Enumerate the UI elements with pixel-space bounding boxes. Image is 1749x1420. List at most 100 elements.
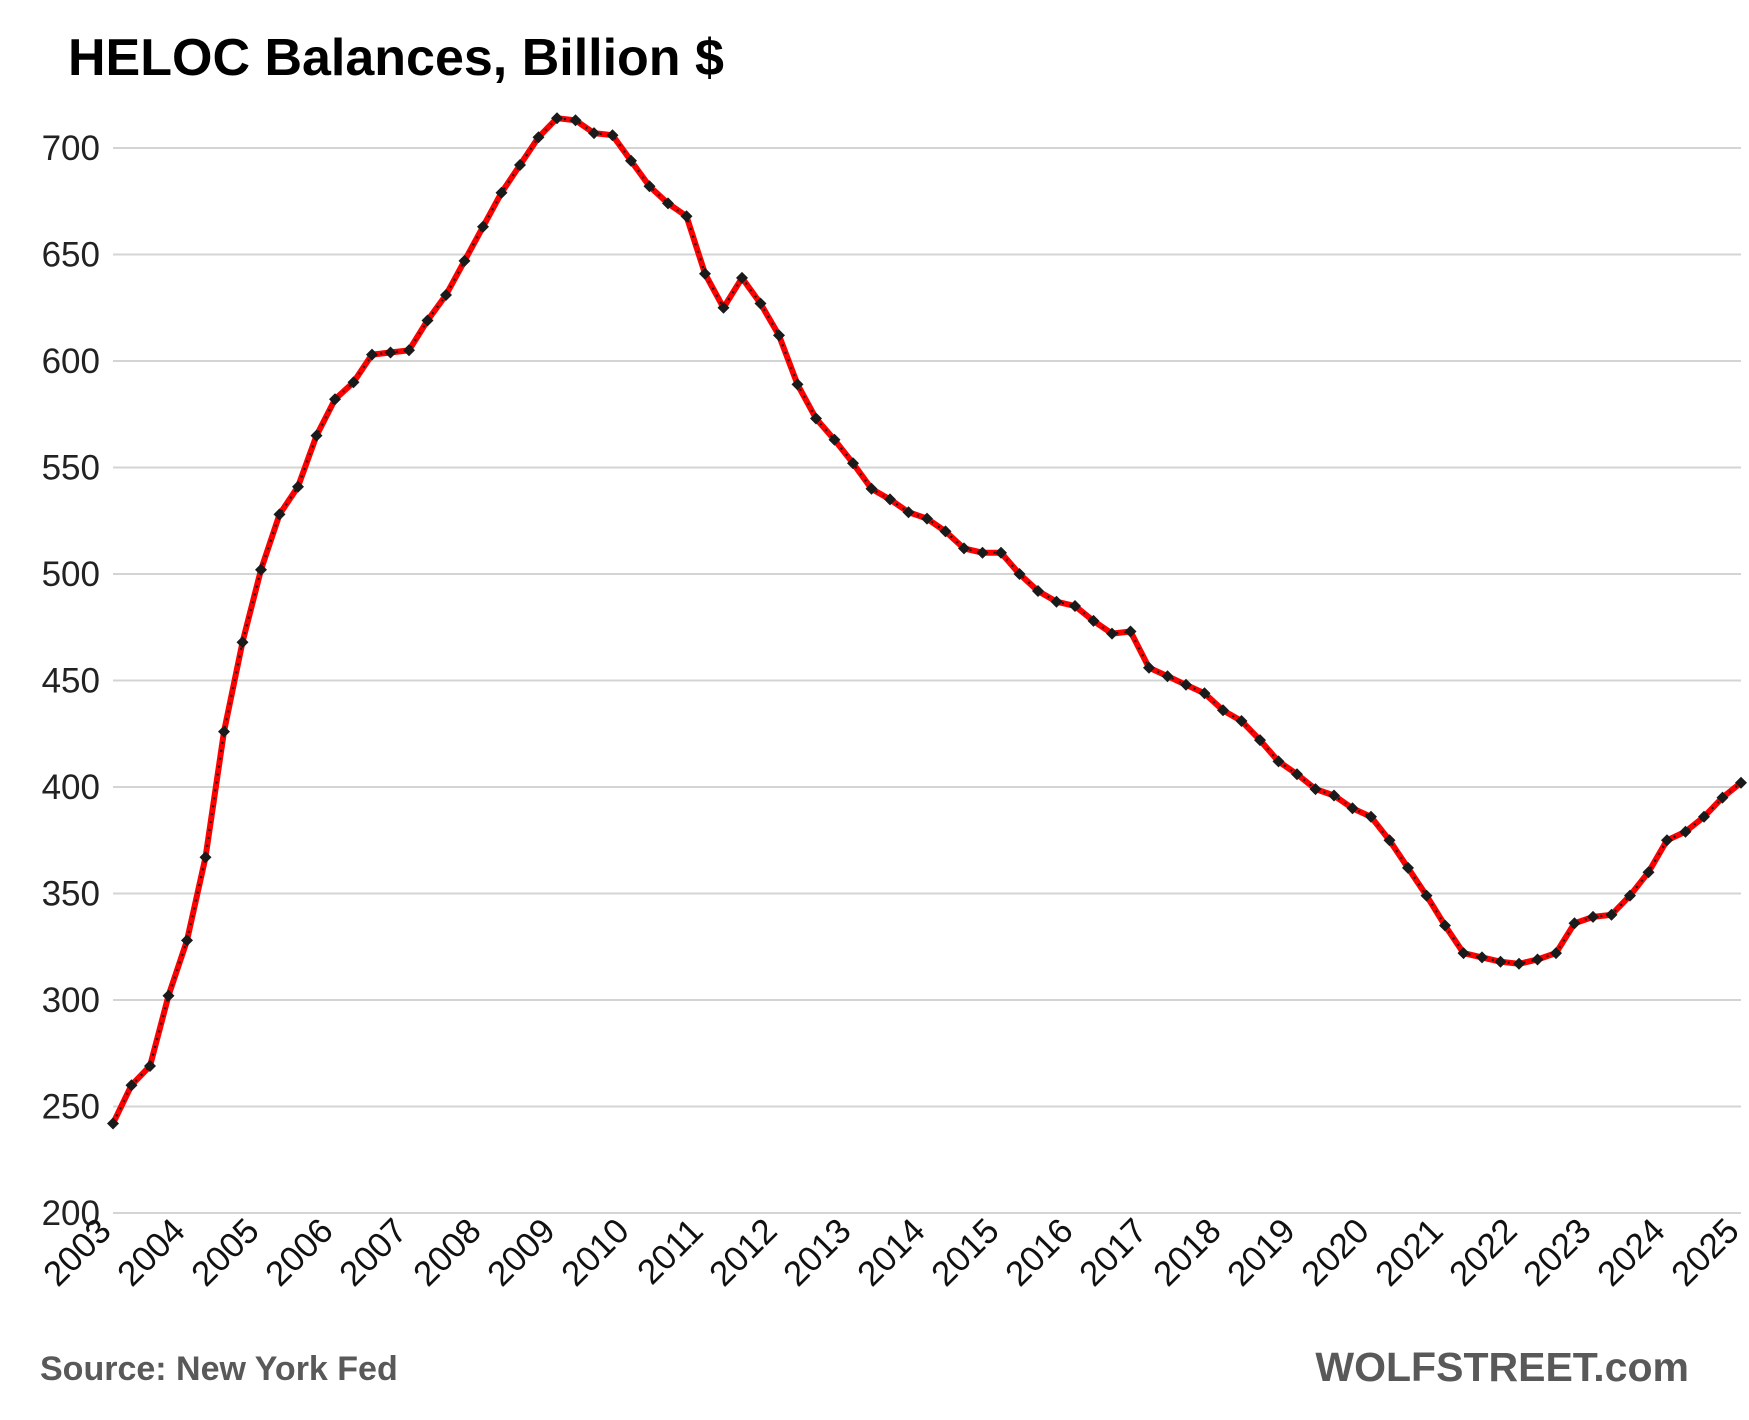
x-tick-label-2017: 2017 <box>1072 1211 1155 1294</box>
data-point-2016-Q4 <box>1124 625 1137 638</box>
data-point-2011-Q2 <box>717 301 730 314</box>
data-point-2020-Q2 <box>1383 834 1396 847</box>
data-point-2021-Q3 <box>1476 951 1488 964</box>
chart-title: HELOC Balances, Billion $ <box>68 29 724 87</box>
y-tick-label-600: 600 <box>42 342 100 381</box>
data-point-2008-Q1 <box>477 220 489 233</box>
data-point-2010-Q1 <box>625 154 637 167</box>
x-tick-label-2007: 2007 <box>332 1211 415 1294</box>
data-point-2016-Q1 <box>1069 600 1081 612</box>
data-point-2012-Q2 <box>791 378 804 391</box>
x-tick-label-2013: 2013 <box>776 1211 859 1294</box>
x-tick-label-2009: 2009 <box>480 1211 563 1294</box>
brand-watermark: WOLFSTREET.com <box>1315 1344 1689 1390</box>
x-tick-label-2004: 2004 <box>110 1211 193 1294</box>
data-point-2018-Q3 <box>1254 734 1266 747</box>
data-point-2013-Q1 <box>847 457 859 470</box>
data-point-2010-Q4 <box>680 210 693 223</box>
y-tick-label-250: 250 <box>42 1088 100 1127</box>
data-point-2009-Q4 <box>606 129 619 142</box>
data-point-2018-Q2 <box>1235 715 1248 727</box>
data-point-2022-Q4 <box>1568 917 1581 930</box>
data-point-2025-Q1 <box>1735 776 1747 789</box>
data-point-2014-Q4 <box>976 546 989 559</box>
data-point-2010-Q2 <box>643 180 656 193</box>
data-point-2014-Q3 <box>958 542 970 555</box>
data-point-2019-Q4 <box>1346 802 1359 815</box>
data-point-2006-Q4 <box>384 346 397 359</box>
data-point-2004-Q2 <box>199 851 212 864</box>
data-point-2020-Q3 <box>1402 861 1414 874</box>
data-point-2006-Q1 <box>329 393 341 406</box>
data-point-2024-Q1 <box>1661 834 1673 847</box>
data-point-2017-Q3 <box>1180 678 1192 691</box>
data-point-2020-Q1 <box>1365 810 1377 823</box>
data-point-2024-Q4 <box>1716 791 1729 804</box>
x-tick-label-2010: 2010 <box>554 1211 637 1294</box>
data-point-2003-Q2 <box>125 1079 138 1092</box>
data-point-2013-Q2 <box>865 482 878 495</box>
x-tick-label-2015: 2015 <box>924 1211 1007 1294</box>
data-point-2005-Q4 <box>310 429 323 442</box>
data-point-2009-Q3 <box>588 127 600 140</box>
data-point-2007-Q4 <box>458 254 471 267</box>
data-point-2011-Q4 <box>754 297 767 310</box>
data-point-2005-Q3 <box>292 480 304 493</box>
x-tick-label-2024: 2024 <box>1590 1211 1673 1294</box>
data-point-2004-Q1 <box>181 934 193 947</box>
data-point-2003-Q4 <box>162 989 175 1002</box>
y-tick-label-550: 550 <box>42 449 100 488</box>
data-point-2006-Q3 <box>366 348 378 361</box>
x-tick-label-2020: 2020 <box>1294 1211 1377 1294</box>
data-point-2019-Q2 <box>1309 783 1322 796</box>
data-point-2022-Q3 <box>1550 947 1562 960</box>
data-point-2012-Q3 <box>810 412 822 425</box>
x-axis-tick-labels: 2003200420052006200720082009201020112012… <box>36 1211 1747 1294</box>
data-point-2023-Q3 <box>1624 889 1636 902</box>
data-point-2019-Q3 <box>1328 789 1340 802</box>
grid-layer <box>113 147 1741 1214</box>
series-line-dots <box>112 117 1742 1124</box>
y-tick-label-650: 650 <box>42 236 100 275</box>
x-tick-label-2022: 2022 <box>1442 1211 1525 1294</box>
data-point-2013-Q3 <box>884 493 896 506</box>
data-point-2004-Q3 <box>218 725 230 738</box>
data-point-2015-Q2 <box>1013 568 1026 580</box>
data-point-2008-Q2 <box>495 186 508 199</box>
x-tick-label-2006: 2006 <box>258 1211 341 1294</box>
data-point-2012-Q1 <box>773 329 785 342</box>
data-point-2023-Q2 <box>1605 908 1618 921</box>
data-point-2017-Q4 <box>1198 687 1211 700</box>
data-point-2007-Q2 <box>421 314 434 327</box>
data-point-2003-Q1 <box>107 1117 119 1130</box>
y-tick-label-200: 200 <box>42 1194 100 1233</box>
data-point-2015-Q1 <box>995 546 1007 559</box>
data-point-2024-Q2 <box>1679 825 1692 838</box>
x-tick-label-2021: 2021 <box>1368 1211 1451 1294</box>
data-point-2017-Q1 <box>1143 661 1155 674</box>
x-tick-label-2016: 2016 <box>998 1211 1081 1294</box>
data-point-2017-Q2 <box>1161 670 1174 683</box>
data-point-2019-Q1 <box>1291 768 1303 781</box>
y-tick-label-400: 400 <box>42 768 100 807</box>
data-point-2009-Q2 <box>569 114 582 127</box>
x-tick-label-2005: 2005 <box>184 1211 267 1294</box>
x-tick-label-2018: 2018 <box>1146 1211 1229 1294</box>
data-point-2024-Q3 <box>1698 810 1710 823</box>
series-line <box>110 115 1744 1127</box>
data-point-2005-Q1 <box>255 563 267 576</box>
data-point-2008-Q4 <box>532 131 545 144</box>
y-tick-label-450: 450 <box>42 662 100 701</box>
data-point-2004-Q4 <box>236 636 249 649</box>
data-point-2013-Q4 <box>902 506 915 519</box>
x-tick-label-2023: 2023 <box>1516 1211 1599 1294</box>
data-point-2016-Q2 <box>1087 614 1100 627</box>
data-point-2021-Q2 <box>1457 947 1470 960</box>
data-point-2014-Q2 <box>939 525 952 538</box>
data-point-2023-Q4 <box>1642 866 1655 879</box>
data-point-2023-Q1 <box>1587 910 1599 923</box>
x-tick-label-2012: 2012 <box>702 1211 785 1294</box>
data-point-2015-Q4 <box>1050 595 1063 608</box>
marker-layer <box>107 112 1747 1130</box>
